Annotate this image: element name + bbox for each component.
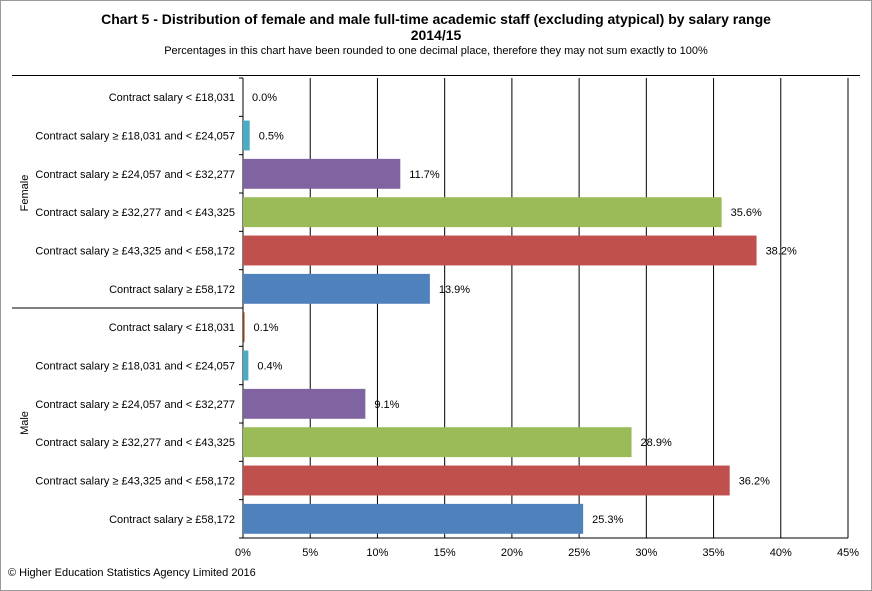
category-label: Contract salary ≥ £18,031 and < £24,057 [35, 361, 235, 373]
data-label: 35.6% [731, 207, 762, 219]
bar [243, 120, 250, 151]
x-tick-label: 40% [770, 547, 792, 559]
bar [243, 465, 730, 496]
data-label: 0.1% [254, 322, 279, 334]
category-label: Contract salary ≥ £24,057 and < £32,277 [35, 399, 235, 411]
chart-title: Chart 5 - Distribution of female and mal… [1, 11, 871, 43]
bar [243, 197, 722, 228]
category-label: Contract salary ≥ £32,277 and < £43,325 [35, 207, 235, 219]
category-label: Contract salary ≥ £43,325 and < £58,172 [35, 246, 235, 258]
category-label: Contract salary ≥ £24,057 and < £32,277 [35, 169, 235, 181]
x-tick-label: 35% [703, 547, 725, 559]
category-label: Contract salary ≥ £58,172 [109, 284, 235, 296]
x-tick-label: 0% [235, 547, 251, 559]
x-tick-label: 10% [366, 547, 388, 559]
header-divider [12, 75, 860, 76]
x-tick-label: 25% [568, 547, 590, 559]
chart-subtitle: Percentages in this chart have been roun… [164, 45, 708, 57]
bar [243, 312, 245, 343]
x-tick-label: 15% [434, 547, 456, 559]
data-label: 0.4% [257, 361, 282, 373]
category-label: Contract salary ≥ £32,277 and < £43,325 [35, 437, 235, 449]
category-label: Contract salary < £18,031 [109, 92, 235, 104]
bar [243, 427, 632, 458]
x-tick-label: 5% [302, 547, 318, 559]
bar [243, 388, 366, 419]
bar [243, 235, 757, 266]
data-label: 36.2% [739, 476, 770, 488]
x-tick-label: 45% [837, 547, 859, 559]
data-label: 9.1% [374, 399, 399, 411]
data-label: 25.3% [592, 514, 623, 526]
data-label: 0.5% [259, 131, 284, 143]
bar [243, 503, 584, 534]
group-label: Male [19, 411, 31, 435]
data-label: 28.9% [641, 437, 672, 449]
data-label: 0.0% [252, 92, 277, 104]
x-tick-label: 30% [635, 547, 657, 559]
bar [243, 350, 249, 381]
category-label: Contract salary ≥ £18,031 and < £24,057 [35, 131, 235, 143]
x-tick-label: 20% [501, 547, 523, 559]
category-label: Contract salary < £18,031 [109, 322, 235, 334]
data-label: 11.7% [409, 169, 440, 181]
data-label: 38.2% [766, 246, 797, 258]
bar [243, 273, 430, 304]
copyright-footer: © Higher Education Statistics Agency Lim… [8, 567, 256, 579]
group-label: Female [19, 175, 31, 212]
chart-title-line1: Chart 5 - Distribution of female and mal… [101, 11, 771, 27]
category-label: Contract salary ≥ £58,172 [109, 514, 235, 526]
bar [243, 158, 401, 189]
data-label: 13.9% [439, 284, 470, 296]
category-label: Contract salary ≥ £43,325 and < £58,172 [35, 476, 235, 488]
chart-title-line2: 2014/15 [410, 27, 462, 43]
